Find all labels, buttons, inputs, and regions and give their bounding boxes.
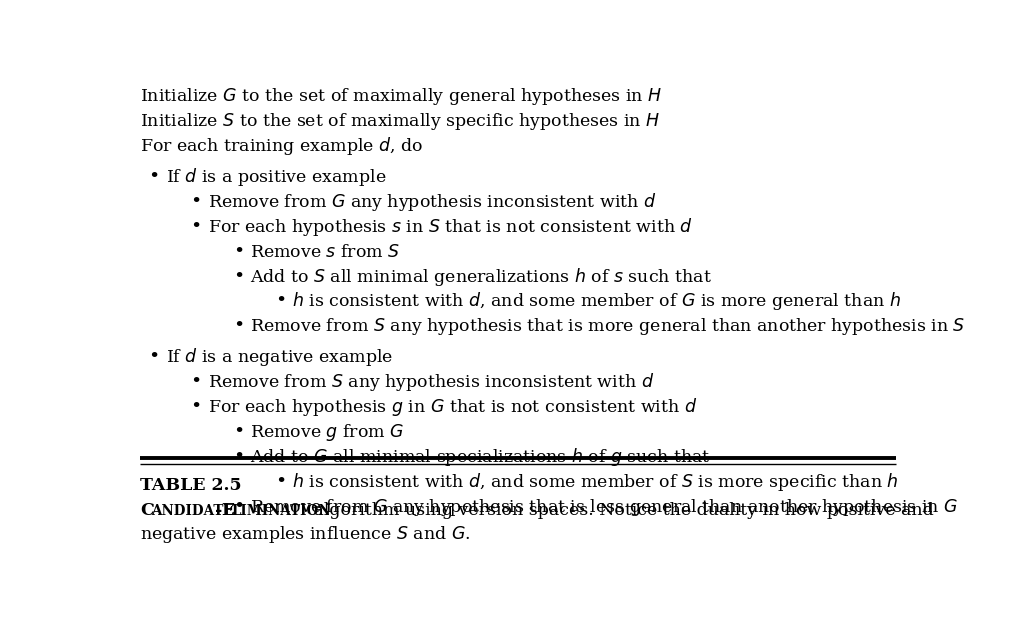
Text: For each hypothesis $g$ in $G$ that is not consistent with $d$: For each hypothesis $g$ in $G$ that is n… [208, 396, 698, 418]
Text: ANDIDATE: ANDIDATE [152, 504, 234, 518]
Text: •: • [149, 348, 160, 366]
Text: Remove from $G$ any hypothesis that is less general than another hypothesis in $: Remove from $G$ any hypothesis that is l… [250, 497, 958, 518]
Text: Remove from $S$ any hypothesis inconsistent with $d$: Remove from $S$ any hypothesis inconsist… [208, 371, 654, 393]
Text: •: • [191, 217, 202, 235]
Text: Add to $S$ all minimal generalizations $h$ of $s$ such that: Add to $S$ all minimal generalizations $… [250, 265, 712, 288]
Text: •: • [191, 373, 202, 391]
Text: Add to $G$ all minimal specializations $h$ of $g$ such that: Add to $G$ all minimal specializations $… [250, 446, 711, 468]
Text: -: - [215, 502, 222, 519]
Text: Remove from $G$ any hypothesis inconsistent with $d$: Remove from $G$ any hypothesis inconsist… [208, 191, 656, 212]
Text: negative examples influence $S$ and $G$.: negative examples influence $S$ and $G$. [141, 524, 471, 545]
Text: E: E [221, 502, 235, 519]
Text: •: • [233, 317, 245, 335]
Text: Remove from $S$ any hypothesis that is more general than another hypothesis in $: Remove from $S$ any hypothesis that is m… [250, 316, 966, 338]
Text: •: • [275, 473, 286, 491]
Text: •: • [233, 423, 245, 441]
Text: •: • [149, 168, 160, 186]
Text: •: • [191, 398, 202, 416]
Text: $h$ is consistent with $d$, and some member of $G$ is more general than $h$: $h$ is consistent with $d$, and some mem… [292, 290, 902, 313]
Text: Remove $g$ from $G$: Remove $g$ from $G$ [250, 422, 404, 443]
Text: C: C [141, 502, 155, 519]
Text: Remove $s$ from $S$: Remove $s$ from $S$ [250, 244, 400, 260]
Text: For each training example $d$, do: For each training example $d$, do [141, 135, 424, 157]
Text: If $d$ is a negative example: If $d$ is a negative example [166, 346, 393, 368]
Text: $h$ is consistent with $d$, and some member of $S$ is more specific than $h$: $h$ is consistent with $d$, and some mem… [292, 471, 899, 493]
Text: •: • [233, 448, 245, 466]
Text: LIMINATION: LIMINATION [232, 504, 331, 518]
Text: If $d$ is a positive example: If $d$ is a positive example [166, 166, 386, 188]
Text: •: • [233, 267, 245, 285]
Text: Initialize $G$ to the set of maximally general hypotheses in $H$: Initialize $G$ to the set of maximally g… [141, 86, 663, 107]
Text: TABLE 2.5: TABLE 2.5 [141, 477, 242, 493]
Text: Initialize $S$ to the set of maximally specific hypotheses in $H$: Initialize $S$ to the set of maximally s… [141, 111, 660, 132]
Text: algorithm using version spaces. Notice the duality in how positive and: algorithm using version spaces. Notice t… [308, 502, 934, 519]
Text: For each hypothesis $s$ in $S$ that is not consistent with $d$: For each hypothesis $s$ in $S$ that is n… [208, 216, 693, 237]
Text: •: • [233, 498, 245, 516]
Text: •: • [233, 242, 245, 260]
Text: •: • [275, 292, 286, 310]
Text: •: • [191, 193, 202, 211]
